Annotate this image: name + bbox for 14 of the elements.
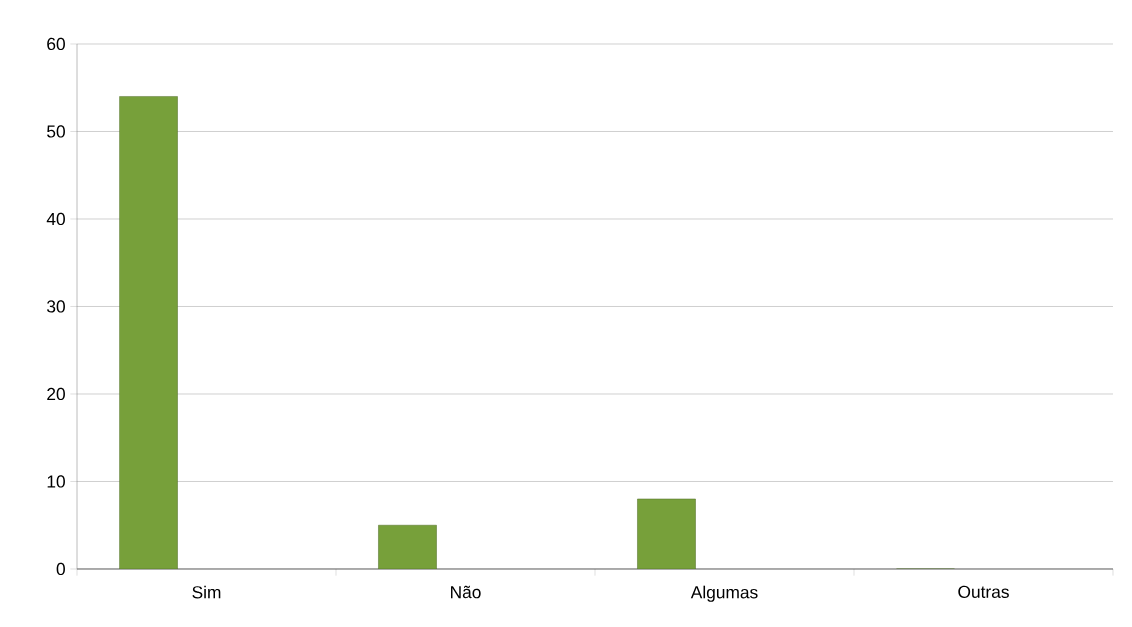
- y-tick-label: 50: [47, 125, 65, 138]
- y-tick-label: 60: [47, 37, 65, 51]
- y-tick-label: 30: [47, 300, 65, 313]
- y-tick-label: 10: [47, 475, 65, 488]
- x-tick-label: Sim: [192, 585, 221, 599]
- y-tick-label: 0: [56, 562, 65, 576]
- x-tick-label: Algumas: [690, 585, 758, 602]
- x-tick-label: Outras: [958, 585, 1009, 598]
- y-tick-label: 40: [46, 212, 65, 226]
- y-tick-label: 20: [47, 387, 65, 401]
- bar: [119, 96, 178, 569]
- bar: [378, 524, 437, 569]
- bar: [637, 498, 696, 569]
- x-tick-label: Não: [451, 585, 481, 599]
